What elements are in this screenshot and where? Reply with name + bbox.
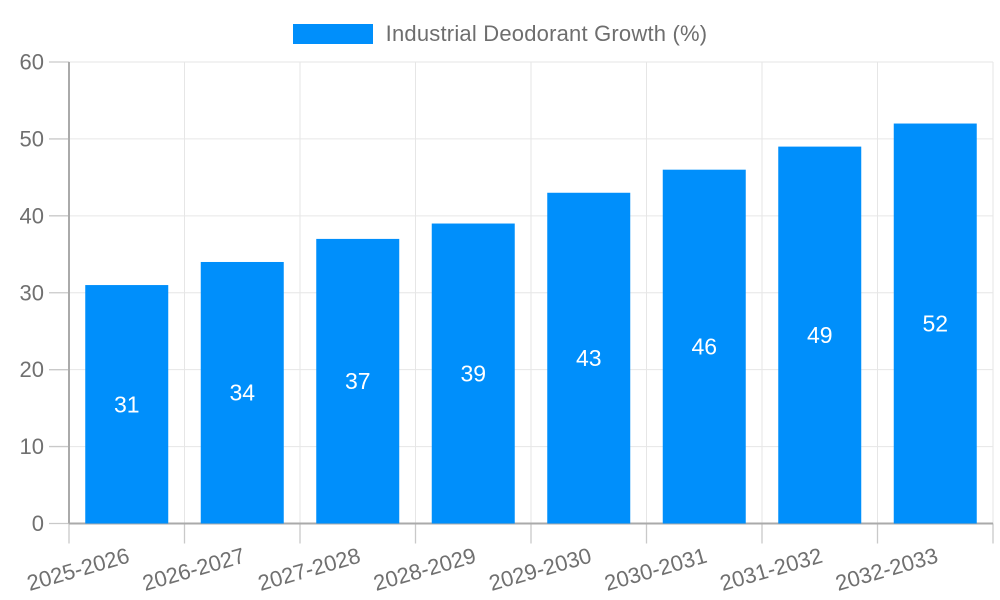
y-axis-label: 20 <box>20 357 44 382</box>
bar-value-label: 46 <box>691 334 717 360</box>
y-axis-label: 50 <box>20 126 44 151</box>
legend-label: Industrial Deodorant Growth (%) <box>385 21 708 46</box>
bar[interactable] <box>431 223 515 524</box>
x-axis-label: 2028-2029 <box>371 543 479 596</box>
y-axis-label: 40 <box>20 203 44 228</box>
x-axis-label: 2030-2031 <box>602 543 710 596</box>
x-axis-label: 2026-2027 <box>140 543 248 596</box>
bar-value-label: 49 <box>807 322 833 348</box>
y-axis-label: 0 <box>32 511 44 536</box>
bar[interactable] <box>893 123 977 524</box>
x-axis-label: 2025-2026 <box>24 543 132 596</box>
legend-swatch <box>292 24 373 44</box>
bar-value-label: 43 <box>576 345 602 371</box>
bar-value-label: 39 <box>460 361 486 387</box>
bar-value-label: 34 <box>229 380 255 406</box>
bar-value-label: 52 <box>922 311 948 337</box>
y-axis-label: 60 <box>20 50 44 75</box>
x-axis-label: 2027-2028 <box>255 543 363 596</box>
x-axis-label: 2032-2033 <box>833 543 941 596</box>
bar[interactable] <box>547 192 631 524</box>
chart-legend[interactable]: Industrial Deodorant Growth (%) <box>0 21 1000 46</box>
bar[interactable] <box>316 238 400 524</box>
bar-value-label: 31 <box>114 391 140 417</box>
bar[interactable] <box>662 169 746 524</box>
y-axis-label: 30 <box>20 280 44 305</box>
bar[interactable] <box>778 146 862 524</box>
bar[interactable] <box>200 261 284 524</box>
x-axis-label: 2031-2032 <box>717 543 825 596</box>
bar[interactable] <box>85 285 169 524</box>
x-axis-label: 2029-2030 <box>486 543 594 596</box>
y-axis-label: 10 <box>20 434 44 459</box>
bar-value-label: 37 <box>345 368 371 394</box>
